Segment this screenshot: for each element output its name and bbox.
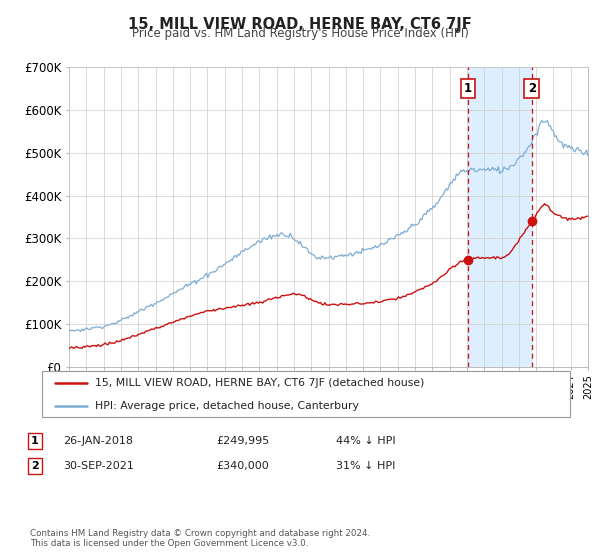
Text: HPI: Average price, detached house, Canterbury: HPI: Average price, detached house, Cant… — [95, 401, 359, 410]
Text: 1: 1 — [31, 436, 38, 446]
Text: 31% ↓ HPI: 31% ↓ HPI — [336, 461, 395, 471]
Text: 15, MILL VIEW ROAD, HERNE BAY, CT6 7JF: 15, MILL VIEW ROAD, HERNE BAY, CT6 7JF — [128, 17, 472, 32]
Text: This data is licensed under the Open Government Licence v3.0.: This data is licensed under the Open Gov… — [30, 539, 308, 548]
Text: Contains HM Land Registry data © Crown copyright and database right 2024.: Contains HM Land Registry data © Crown c… — [30, 529, 370, 538]
Text: 15, MILL VIEW ROAD, HERNE BAY, CT6 7JF (detached house): 15, MILL VIEW ROAD, HERNE BAY, CT6 7JF (… — [95, 378, 424, 388]
Text: 1: 1 — [464, 82, 472, 95]
FancyBboxPatch shape — [42, 371, 570, 417]
Text: 30-SEP-2021: 30-SEP-2021 — [63, 461, 134, 471]
Bar — [468, 67, 532, 367]
Text: 44% ↓ HPI: 44% ↓ HPI — [336, 436, 395, 446]
Text: 26-JAN-2018: 26-JAN-2018 — [63, 436, 133, 446]
Text: £249,995: £249,995 — [216, 436, 269, 446]
Text: 2: 2 — [31, 461, 38, 471]
Text: Price paid vs. HM Land Registry's House Price Index (HPI): Price paid vs. HM Land Registry's House … — [131, 27, 469, 40]
Text: £340,000: £340,000 — [216, 461, 269, 471]
Text: 2: 2 — [528, 82, 536, 95]
